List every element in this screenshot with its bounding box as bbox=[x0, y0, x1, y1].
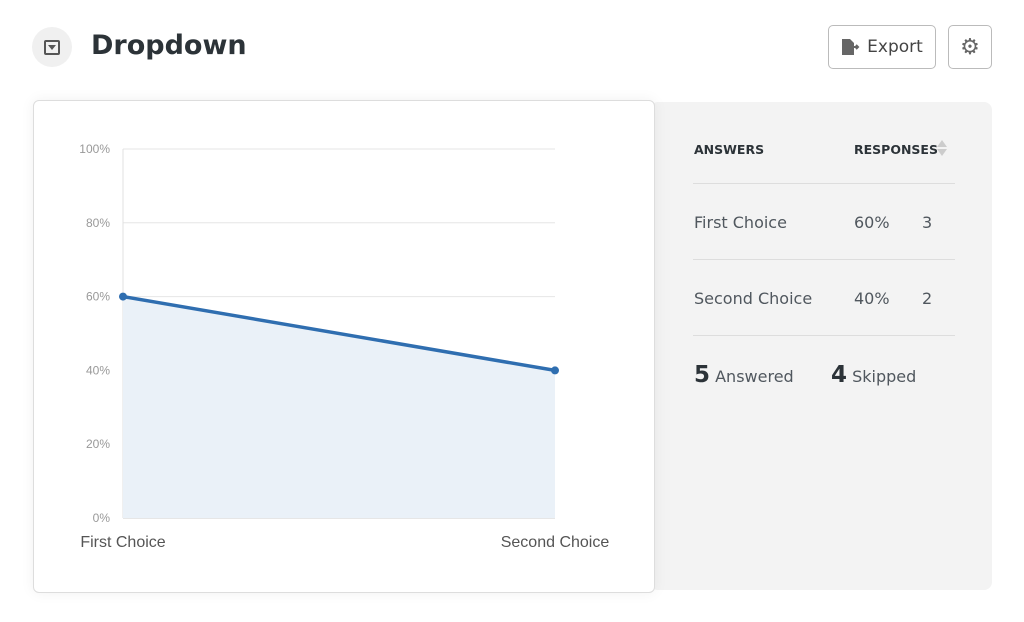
divider bbox=[693, 335, 955, 336]
settings-button[interactable]: ⚙ bbox=[948, 25, 992, 69]
data-point bbox=[551, 366, 559, 375]
x-tick-label: Second Choice bbox=[501, 534, 610, 551]
results-panel bbox=[650, 102, 992, 590]
divider bbox=[693, 259, 955, 260]
series-line bbox=[122, 294, 556, 373]
answer-count: 3 bbox=[922, 213, 933, 232]
area-fill bbox=[123, 296, 555, 518]
skipped-summary: 4 Skipped bbox=[831, 362, 917, 388]
divider bbox=[693, 183, 955, 184]
y-tick-label: 40% bbox=[86, 363, 110, 377]
y-tick-label: 20% bbox=[86, 437, 110, 451]
answered-summary: 5 Answered bbox=[694, 362, 794, 388]
export-button[interactable]: Export bbox=[828, 25, 936, 69]
y-tick-label: 60% bbox=[86, 290, 110, 304]
chart: 0% 20% 40% 60% 80% 100% First Choice Second Cho… bbox=[79, 142, 610, 551]
responses-header[interactable]: RESPONSES bbox=[854, 142, 938, 157]
page-title: Dropdown bbox=[91, 30, 247, 61]
gear-icon: ⚙ bbox=[960, 34, 980, 60]
answer-percent: 60% bbox=[854, 213, 890, 232]
answer-label: First Choice bbox=[694, 213, 787, 232]
answer-percent: 40% bbox=[854, 289, 890, 308]
x-tick-label: First Choice bbox=[80, 534, 165, 551]
y-tick-label: 0% bbox=[93, 511, 111, 525]
dropdown-icon bbox=[32, 27, 72, 67]
chart-card: 0% 20% 40% 60% 80% 100% First Choice Second Cho… bbox=[33, 100, 655, 593]
file-export-icon bbox=[842, 39, 860, 55]
export-label: Export bbox=[867, 37, 923, 57]
answer-label: Second Choice bbox=[694, 289, 813, 308]
data-point bbox=[119, 292, 127, 301]
answers-header: ANSWERS bbox=[694, 142, 765, 157]
y-tick-label: 100% bbox=[79, 142, 110, 156]
answer-count: 2 bbox=[922, 289, 933, 308]
sort-icon[interactable] bbox=[937, 140, 949, 158]
y-tick-label: 80% bbox=[86, 216, 110, 230]
